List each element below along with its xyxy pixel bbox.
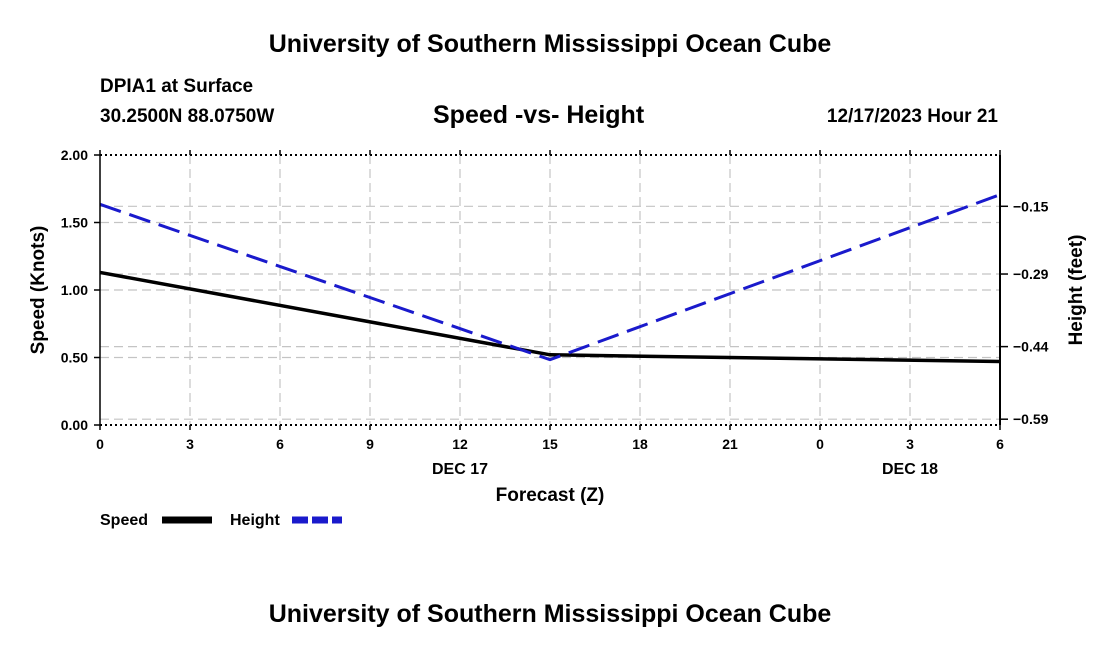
y2-tick-label: −0.15	[1013, 198, 1049, 214]
y-axis-title: Speed (Knots)	[28, 226, 49, 355]
axis-labels: 0 3 6 9 12 15 18 21 0 3 6 0.00 0.50 1.00 1.50 2.00 −0.59…	[28, 147, 1087, 506]
y2-tick-label: −0.29	[1013, 266, 1049, 282]
footer-title: University of Southern Mississippi Ocean…	[268, 600, 832, 628]
x-tick-label: 21	[722, 436, 738, 452]
station-coordinates: 30.2500N 88.0750W	[100, 106, 275, 127]
x-tick-label: 3	[906, 436, 914, 452]
page-title: University of Southern Mississippi Ocean…	[268, 30, 832, 58]
x-tick-label: 6	[276, 436, 284, 452]
y-tick-label: 2.00	[61, 147, 88, 163]
legend-label-speed: Speed	[100, 512, 148, 529]
x-tick-label: 0	[816, 436, 824, 452]
series-line-speed	[99, 270, 1001, 364]
x-tick-label: 3	[186, 436, 194, 452]
date-label: DEC 18	[882, 461, 938, 478]
x-tick-label: 9	[366, 436, 374, 452]
grid	[100, 155, 1000, 425]
legend-label-height: Height	[230, 512, 280, 529]
x-axis-title: Forecast (Z)	[496, 485, 605, 506]
chart-title: Speed -vs- Height	[433, 101, 645, 129]
y2-tick-label: −0.59	[1013, 411, 1049, 427]
y-tick-label: 0.50	[61, 350, 88, 366]
y2-tick-label: −0.44	[1013, 339, 1049, 355]
y-tick-label: 0.00	[61, 417, 88, 433]
y2-axis-title: Height (feet)	[1066, 235, 1087, 346]
series-line-height	[99, 193, 1001, 362]
series-layer	[99, 193, 1001, 364]
x-tick-label: 12	[452, 436, 468, 452]
x-tick-label: 6	[996, 436, 1004, 452]
x-tick-label: 0	[96, 436, 104, 452]
y-tick-label: 1.00	[61, 282, 88, 298]
forecast-date: 12/17/2023 Hour 21	[826, 106, 998, 127]
y-tick-label: 1.50	[61, 215, 88, 231]
date-label: DEC 17	[432, 461, 488, 478]
legend: Speed Height	[100, 512, 342, 529]
x-tick-label: 15	[542, 436, 558, 452]
axes	[94, 150, 1008, 430]
x-tick-label: 18	[632, 436, 648, 452]
station-name: DPIA1 at Surface	[100, 76, 254, 97]
